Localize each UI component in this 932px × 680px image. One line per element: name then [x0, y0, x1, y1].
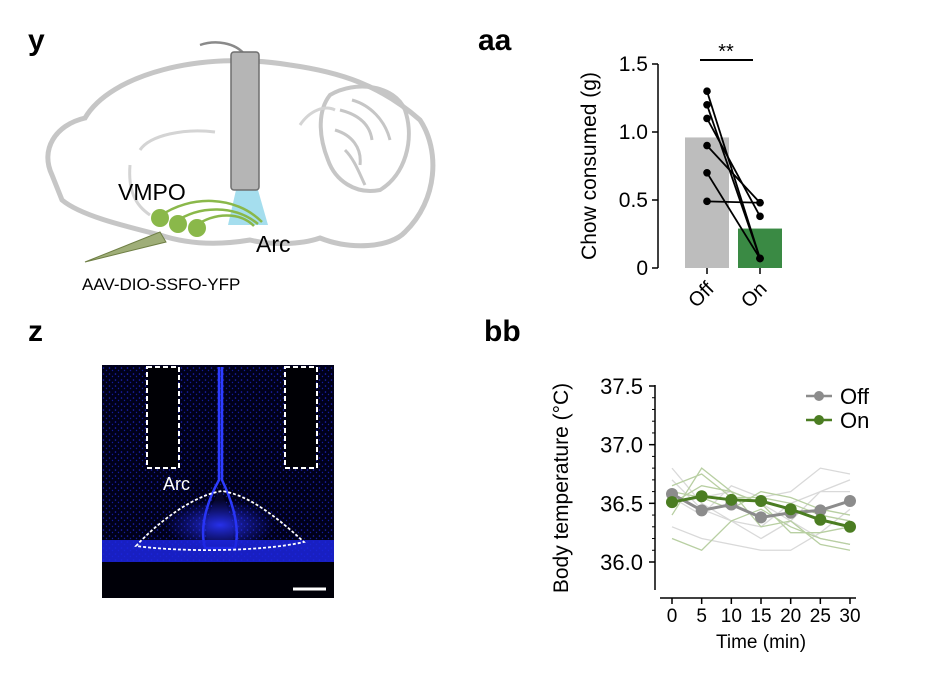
data-point-on — [756, 212, 764, 221]
arc-outline — [134, 490, 306, 551]
mean-point-off — [755, 511, 767, 524]
mean-point-on — [695, 490, 708, 503]
x-tick-label: 5 — [696, 606, 707, 627]
data-point-off — [703, 101, 711, 109]
paired-line — [706, 104, 761, 259]
cerebellum-outline — [318, 84, 411, 193]
paired-line — [706, 172, 761, 259]
dark-lower-region — [102, 562, 334, 598]
neuron-soma — [188, 219, 206, 237]
x-tick-label: 0 — [667, 606, 678, 627]
y-tick-label: 36.0 — [600, 550, 643, 575]
x-axis-title: Time (min) — [716, 632, 806, 653]
arc-glow — [165, 500, 275, 550]
x-tick-label: 25 — [810, 606, 831, 627]
y-tick-label: 1.5 — [619, 53, 648, 76]
mean-point-on — [666, 496, 678, 509]
mean-point-on — [814, 513, 827, 526]
y-tick-label: 1.0 — [619, 121, 648, 144]
fiber-track-outline-right — [284, 366, 318, 469]
legend-label-on: On — [840, 408, 869, 433]
mean-point-on — [755, 494, 767, 507]
individual-trace-on — [671, 508, 851, 552]
legend-marker-on — [814, 415, 824, 425]
y-tick-label: 37.0 — [600, 433, 643, 458]
mean-point-on — [725, 493, 738, 506]
individual-trace-on — [671, 467, 851, 551]
fiber-track-outline-left — [146, 366, 180, 469]
y-tick-label: 37.5 — [600, 374, 643, 399]
data-point-off — [703, 169, 711, 177]
micrograph-arc-label: Arc — [163, 474, 190, 494]
legend-label-off: Off — [840, 384, 870, 409]
data-point-on — [756, 254, 764, 263]
vmpo-label: VMPO — [118, 179, 186, 205]
paired-line — [706, 144, 761, 204]
dense-cell-band — [102, 540, 334, 562]
cerebellum-folds — [334, 98, 392, 186]
legend-marker-off — [814, 391, 824, 401]
optic-fiber — [230, 51, 260, 191]
panel-label-y: y — [28, 24, 45, 57]
fiber-tract — [128, 164, 151, 217]
hippocampus-outline — [138, 106, 336, 151]
y-tick-label: 0.5 — [619, 189, 648, 212]
x-tick-label: 10 — [721, 606, 742, 627]
fiber-track-right — [286, 367, 316, 467]
brain-outline — [45, 58, 436, 249]
x-tick-label: 30 — [839, 606, 860, 627]
x-tick-label: 15 — [750, 606, 771, 627]
paired-line — [706, 117, 761, 217]
data-point-off — [703, 197, 711, 206]
y-axis-title: Chow consumed (g) — [578, 72, 601, 260]
data-point-off — [703, 114, 711, 123]
y-tick-label: 36.5 — [600, 491, 643, 516]
x-tick-label: 20 — [780, 606, 801, 627]
mean-point-on — [844, 520, 856, 533]
neuron-soma — [169, 215, 187, 233]
virus-label: AAV-DIO-SSFO-YFP — [82, 275, 240, 294]
y-axis-title: Body temperature (°C) — [550, 383, 573, 593]
injection-needle — [84, 231, 167, 263]
mean-point-off — [844, 494, 856, 507]
panel-label-bb: bb — [484, 315, 521, 348]
mean-point-off — [695, 504, 708, 517]
y-tick-label: 0 — [636, 257, 648, 280]
data-point-off — [703, 87, 711, 95]
mean-point-on — [784, 503, 797, 516]
data-point-off — [703, 141, 711, 150]
data-point-on — [756, 198, 764, 207]
panel-label-aa: aa — [478, 24, 512, 57]
mean-point-off — [666, 487, 678, 500]
paired-line — [706, 200, 761, 204]
neuron-soma — [151, 209, 169, 227]
mean-point-off — [814, 504, 827, 517]
significance-label: ** — [718, 41, 734, 63]
fiber-track-left — [148, 367, 178, 467]
panel-label-z: z — [28, 315, 43, 348]
arc-label: Arc — [256, 231, 291, 257]
